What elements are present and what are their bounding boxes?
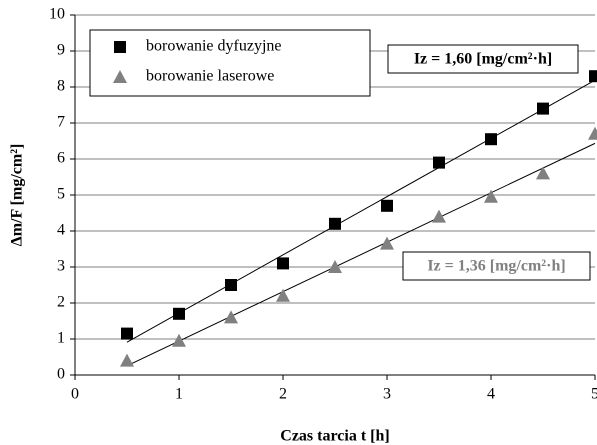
point [121, 327, 133, 340]
y-tick-label: 0 [57, 366, 65, 383]
y-tick-label: 8 [57, 78, 65, 95]
y-tick-label: 10 [49, 6, 65, 23]
trendline [126, 142, 596, 367]
point [120, 353, 134, 367]
y-tick-label: 7 [57, 114, 65, 131]
point [173, 307, 185, 320]
point [224, 310, 238, 324]
point [536, 166, 550, 180]
point [484, 189, 498, 203]
annotation: Iz = 1,36 [mg/cm²·h] [427, 258, 565, 275]
y-tick-label: 2 [57, 294, 65, 311]
legend-label: borowanie laserowe [146, 68, 274, 85]
x-tick-label: 4 [487, 386, 495, 403]
x-tick-label: 2 [279, 386, 287, 403]
y-tick-label: 1 [57, 330, 65, 347]
point [380, 236, 394, 250]
point [485, 133, 497, 146]
legend-marker [114, 41, 126, 53]
point [589, 70, 597, 83]
y-tick-label: 4 [57, 222, 65, 239]
point [172, 333, 186, 347]
y-tick-label: 9 [57, 42, 65, 59]
annotation: Iz = 1,60 [mg/cm²·h] [414, 51, 552, 68]
point [276, 288, 290, 302]
x-tick-label: 5 [591, 386, 597, 403]
point [537, 102, 549, 115]
point [433, 156, 445, 169]
legend-label: borowanie dyfuzyjne [146, 38, 282, 55]
y-axis-label: Δm/F [mg/cm²] [9, 144, 26, 247]
y-tick-label: 3 [57, 258, 65, 275]
annotation-box [402, 251, 591, 281]
annotation-box [387, 44, 579, 74]
legend-box [89, 29, 371, 97]
trendline [126, 79, 596, 343]
x-axis-label: Czas tarcia t [h] [280, 428, 389, 445]
point [588, 126, 597, 140]
x-tick-label: 0 [71, 386, 79, 403]
point [329, 217, 341, 230]
y-tick-label: 5 [57, 186, 65, 203]
legend-marker [113, 70, 127, 83]
y-tick-label: 6 [57, 150, 65, 167]
point [328, 260, 342, 273]
point [381, 199, 393, 212]
point [277, 257, 289, 270]
x-tick-label: 3 [383, 386, 391, 403]
point [225, 279, 237, 291]
point [432, 209, 446, 223]
x-tick-label: 1 [175, 386, 183, 403]
